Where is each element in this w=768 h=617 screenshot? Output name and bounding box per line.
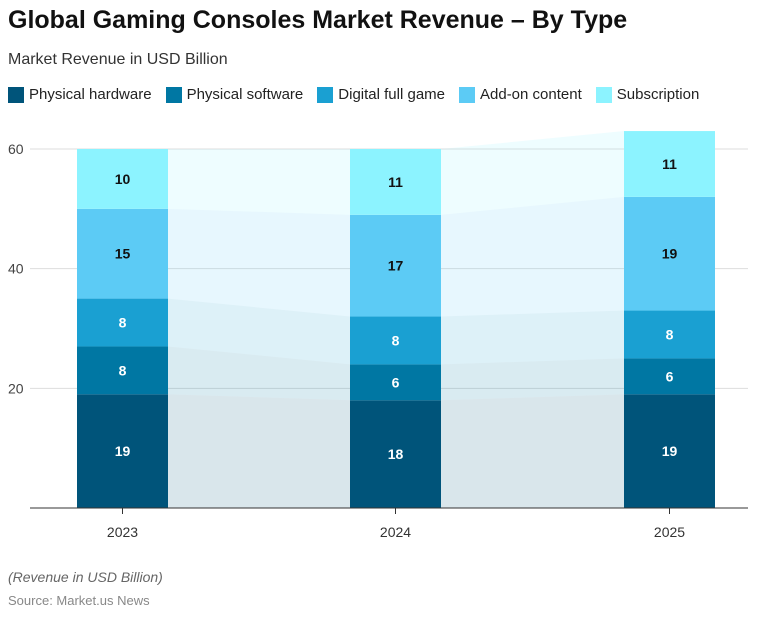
legend-swatch	[459, 86, 475, 103]
data-label: 6	[666, 368, 674, 384]
legend-label: Digital full game	[338, 86, 445, 103]
legend-label: Subscription	[616, 86, 700, 103]
data-label: 8	[666, 326, 674, 342]
bar-segment	[350, 364, 441, 401]
connector-band	[441, 196, 624, 317]
data-label: 15	[115, 246, 131, 262]
bar-segment	[624, 131, 715, 197]
bar-segment	[624, 196, 715, 311]
legend: Physical hardware Physical software Digita…	[8, 86, 699, 103]
data-label: 11	[388, 174, 403, 190]
legend-label: Physical software	[186, 86, 304, 103]
bar-segment	[350, 214, 441, 317]
data-label: 6	[392, 374, 400, 390]
data-label: 11	[662, 156, 677, 172]
bar-segment	[624, 358, 715, 395]
x-tick-label: 2024	[380, 524, 411, 540]
data-label: 19	[662, 246, 678, 262]
legend-item: Add-on content	[459, 86, 582, 103]
connector-band	[441, 310, 624, 365]
x-tick-label: 2023	[107, 524, 138, 540]
chart-subtitle: Market Revenue in USD Billion	[8, 51, 228, 68]
bar-segment	[77, 208, 168, 299]
legend-item: Physical software	[165, 86, 304, 103]
data-label: 8	[119, 315, 127, 331]
legend-swatch	[165, 86, 182, 103]
legend-swatch	[317, 86, 334, 103]
data-label: 19	[662, 443, 678, 459]
data-label: 18	[388, 446, 404, 462]
y-tick-label: 40	[8, 261, 24, 277]
connector-band	[441, 131, 624, 215]
source: Source: Market.us News	[8, 593, 150, 608]
legend-item: Digital full game	[317, 86, 445, 103]
bar-segment	[350, 400, 441, 508]
note: (Revenue in USD Billion)	[8, 569, 163, 585]
connector-band	[168, 298, 350, 365]
data-label: 10	[115, 171, 131, 187]
connector-band	[168, 208, 350, 317]
bar-segment	[77, 149, 168, 209]
data-label: 8	[119, 362, 127, 378]
connector-band	[441, 358, 624, 401]
bar-segment	[350, 149, 441, 215]
legend-swatch	[8, 86, 24, 103]
connector-band	[168, 346, 350, 401]
x-tick-label: 2025	[654, 524, 685, 540]
connector-band	[168, 394, 350, 508]
data-label: 19	[115, 443, 131, 459]
chart-title: Global Gaming Consoles Market Revenue – …	[8, 6, 628, 34]
data-label: 8	[392, 332, 400, 348]
bar-segment	[350, 316, 441, 365]
data-label: 17	[388, 258, 404, 274]
bar-segment	[77, 346, 168, 395]
legend-label: Add-on content	[480, 86, 582, 103]
bar-segment	[624, 394, 715, 508]
connector-band	[441, 394, 624, 508]
bar-segment	[77, 298, 168, 347]
bar-segment	[624, 310, 715, 359]
legend-item: Physical hardware	[8, 86, 152, 103]
legend-item: Subscription	[595, 86, 700, 103]
bar-segment	[77, 394, 168, 508]
y-tick-label: 60	[8, 141, 24, 157]
y-tick-label: 20	[8, 380, 24, 396]
legend-swatch	[595, 86, 612, 103]
connector-band	[168, 149, 350, 215]
legend-label: Physical hardware	[29, 86, 152, 103]
